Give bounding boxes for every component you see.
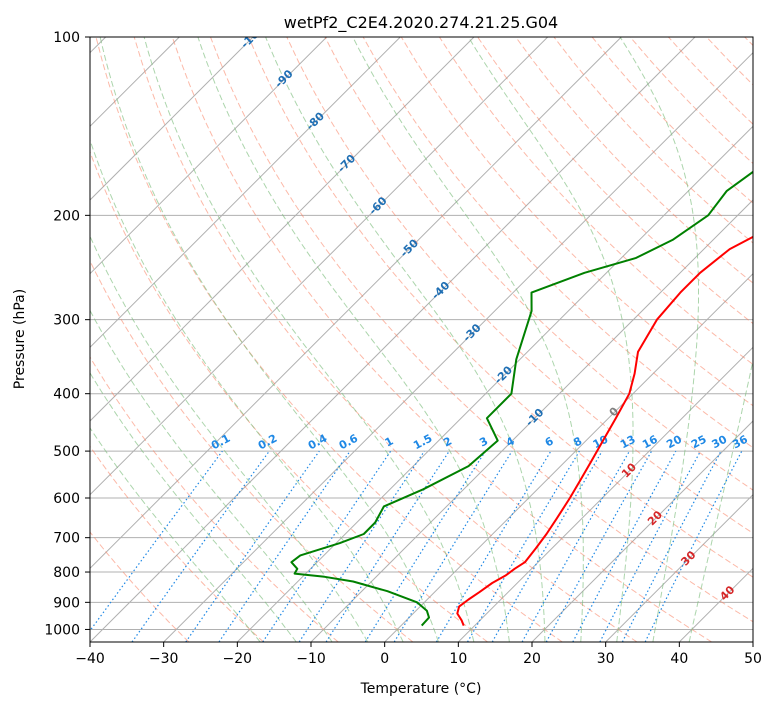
x-tick-label: 50 bbox=[744, 651, 762, 667]
y-tick-label: 200 bbox=[53, 208, 80, 224]
x-axis-label: Temperature (°C) bbox=[360, 681, 482, 697]
y-tick-label: 1000 bbox=[44, 622, 80, 638]
x-tick-label: 30 bbox=[597, 651, 615, 667]
x-tick-label: 20 bbox=[523, 651, 541, 667]
x-tick-label: −20 bbox=[223, 651, 253, 667]
y-tick-label: 400 bbox=[53, 387, 80, 403]
x-tick-label: 0 bbox=[380, 651, 389, 667]
y-tick-label: 300 bbox=[53, 313, 80, 329]
y-tick-label: 500 bbox=[53, 444, 80, 460]
x-tick-label: −30 bbox=[149, 651, 179, 667]
y-tick-label: 900 bbox=[53, 595, 80, 611]
y-tick-label: 800 bbox=[53, 565, 80, 581]
y-axis-label: Pressure (hPa) bbox=[12, 289, 28, 389]
y-tick-label: 100 bbox=[53, 30, 80, 46]
x-tick-label: −10 bbox=[296, 651, 326, 667]
y-tick-label: 700 bbox=[53, 531, 80, 547]
x-tick-label: −40 bbox=[75, 651, 105, 667]
chart-title: wetPf2_C2E4.2020.274.21.25.G04 bbox=[284, 13, 558, 33]
x-tick-label: 40 bbox=[670, 651, 688, 667]
y-tick-label: 600 bbox=[53, 491, 80, 507]
x-tick-label: 10 bbox=[449, 651, 467, 667]
